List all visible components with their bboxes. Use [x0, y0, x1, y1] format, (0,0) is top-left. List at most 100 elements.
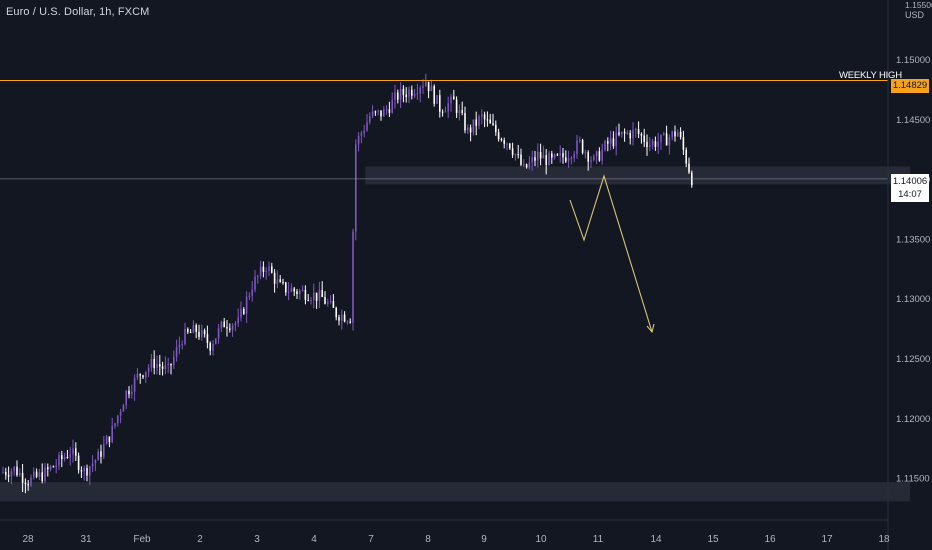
- candle-body: [77, 455, 80, 471]
- y-tick-label: 1.14500: [896, 115, 930, 126]
- countdown-timer: 14:07: [898, 189, 922, 200]
- weekly-high-price-badge: 1.14829: [891, 79, 929, 93]
- candle-body: [217, 328, 220, 339]
- candle-body: [89, 466, 91, 476]
- candle-body: [226, 327, 228, 329]
- candle-body: [629, 132, 631, 139]
- candle-body: [534, 157, 536, 161]
- candle-body: [677, 131, 679, 137]
- candle-body: [579, 139, 581, 141]
- candle-body: [461, 110, 463, 114]
- candle-body: [341, 314, 343, 321]
- candle-body: [590, 160, 592, 162]
- candle-body: [439, 95, 441, 112]
- candle-body: [565, 157, 567, 162]
- candle-body: [397, 92, 399, 100]
- x-tick-label: 11: [593, 534, 604, 545]
- candle-body: [332, 300, 335, 308]
- candle-body: [335, 307, 337, 318]
- candle-body: [654, 141, 657, 147]
- candle-body: [58, 455, 60, 466]
- candle-body: [304, 289, 307, 300]
- candle-body: [329, 300, 332, 303]
- candle-body: [321, 289, 323, 297]
- candle-body: [671, 131, 673, 138]
- candle-body: [349, 321, 351, 323]
- candle-body: [559, 153, 561, 155]
- candle-body: [201, 330, 203, 338]
- candle-body: [240, 309, 242, 318]
- candle-body: [637, 129, 640, 135]
- y-tick-label: 1.13000: [896, 294, 930, 305]
- candle-body: [436, 95, 438, 104]
- candle-body: [189, 332, 192, 334]
- candle-body: [548, 153, 550, 166]
- candle-body: [271, 266, 273, 273]
- candle-body: [187, 328, 189, 333]
- candle-body: [528, 162, 531, 168]
- candle-body: [94, 460, 97, 464]
- candle-body: [80, 470, 83, 472]
- candle-body: [486, 119, 489, 121]
- candle-body: [573, 153, 575, 159]
- candle-body: [598, 151, 601, 161]
- candle-body: [506, 143, 508, 145]
- candle-body: [19, 472, 21, 476]
- candle-body: [254, 276, 256, 290]
- candle-body: [223, 321, 225, 328]
- x-tick-label: 3: [254, 534, 260, 545]
- candle-body: [2, 472, 4, 474]
- candle-body: [181, 343, 183, 345]
- candle-body: [313, 292, 315, 301]
- candle-body: [609, 138, 612, 144]
- candle-body: [394, 92, 396, 100]
- candle-body: [352, 231, 354, 323]
- candle-body: [545, 155, 547, 166]
- candle-body: [234, 323, 237, 326]
- candle-body: [231, 325, 234, 330]
- candle-body: [621, 131, 623, 135]
- candle-body: [245, 296, 248, 314]
- candle-body: [355, 144, 357, 232]
- candle-body: [447, 103, 449, 112]
- candle-body: [279, 279, 281, 283]
- candle-body: [139, 374, 141, 376]
- candle-body: [167, 363, 169, 366]
- resistance-zone: [365, 166, 911, 185]
- candle-body: [33, 471, 35, 478]
- candle-body: [136, 374, 139, 378]
- x-tick-label: 18: [878, 534, 890, 545]
- weekly-high-label: WEEKLY HIGH: [839, 70, 902, 81]
- candle-body: [195, 325, 197, 332]
- candle-body: [492, 123, 494, 125]
- candle-body: [649, 145, 651, 148]
- candle-body: [682, 137, 685, 150]
- candle-body: [184, 328, 186, 344]
- candle-body: [117, 415, 119, 424]
- candle-body: [509, 143, 511, 149]
- candle-body: [525, 164, 528, 168]
- candle-body: [674, 131, 676, 137]
- candle-body: [626, 132, 629, 134]
- candle-body: [229, 328, 231, 330]
- candle-body: [430, 86, 433, 92]
- candle-body: [153, 358, 155, 369]
- candle-body: [385, 109, 388, 111]
- candle-body: [35, 471, 38, 477]
- candle-body: [374, 111, 377, 113]
- candle-body: [405, 94, 407, 98]
- candle-body: [209, 342, 211, 351]
- x-tick-label: 16: [764, 534, 776, 545]
- candle-body: [16, 466, 18, 476]
- candle-body: [131, 391, 133, 395]
- y-tick-label: 1.12500: [896, 354, 930, 365]
- candle-body: [47, 467, 49, 470]
- candle-body: [111, 426, 113, 443]
- projection-arrow-head: [646, 323, 655, 334]
- candle-body: [478, 116, 480, 126]
- candle-body: [483, 114, 486, 120]
- candle-body: [425, 81, 427, 86]
- candle-body: [643, 135, 645, 142]
